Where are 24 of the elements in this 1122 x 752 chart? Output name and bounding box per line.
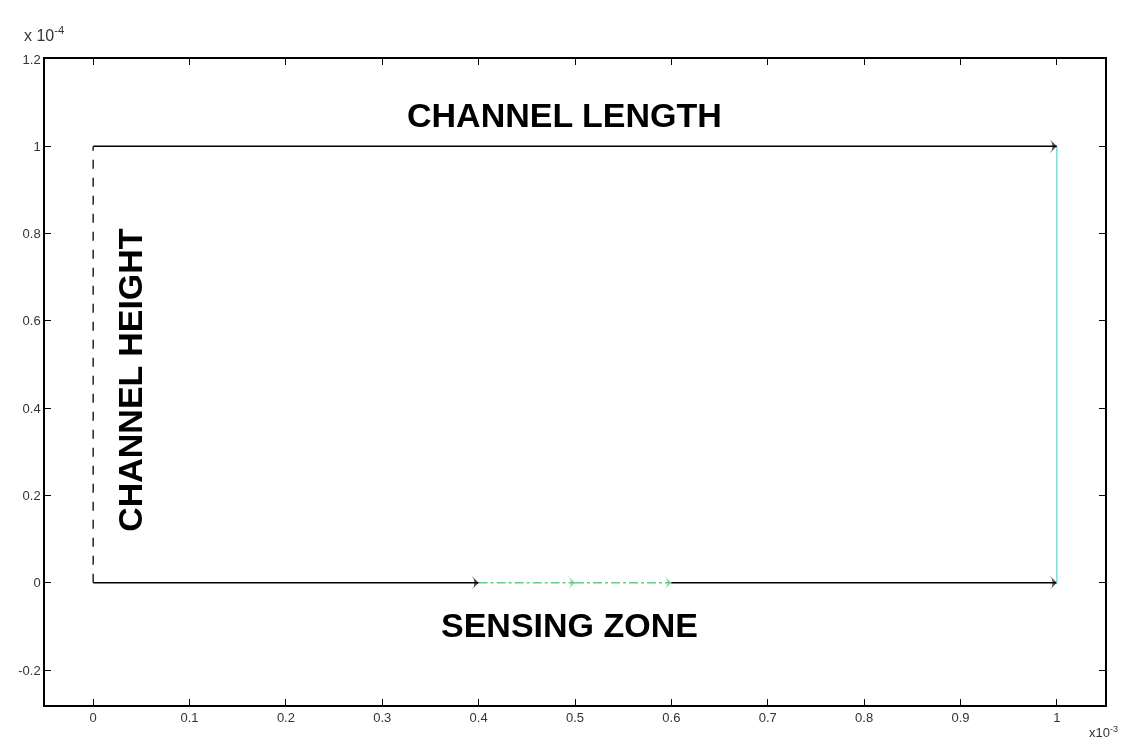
x-tick-label: 0.8	[855, 710, 874, 726]
y-tick-label: 0.2	[22, 488, 41, 504]
x-tick-label: 0	[89, 710, 97, 726]
x-tick-label: 0.1	[180, 710, 199, 726]
y-tick-label: 1.2	[22, 51, 41, 67]
x-tick-label: 0.9	[951, 710, 970, 726]
y-tick-label: 0	[33, 575, 41, 591]
x-tick-label: 0.5	[565, 710, 585, 726]
x-tick-label: 0.7	[758, 710, 777, 726]
text: x10$^{-3}$	[1089, 724, 1119, 741]
annotation: CHANNEL LENGTH	[407, 96, 722, 134]
x-tick-label: 1	[1053, 710, 1061, 726]
y-tick-label: 0.8	[22, 226, 41, 242]
y-tick-label: 0.4	[22, 400, 41, 416]
annotation: CHANNEL HEIGHT	[110, 228, 149, 532]
annotation: SENSING ZONE	[441, 606, 698, 644]
x-tick-label: 0.6	[662, 710, 681, 726]
x-tick-label: 0.3	[373, 710, 392, 726]
y-tick-label: 0.6	[22, 313, 41, 329]
x-tick-label: 0.2	[276, 710, 295, 726]
y-tick-label: -0.2	[18, 662, 41, 678]
y-tick-label: 1	[33, 138, 41, 154]
text: x 10$^{-4}$	[24, 24, 65, 44]
x-tick-label: 0.4	[469, 710, 488, 726]
